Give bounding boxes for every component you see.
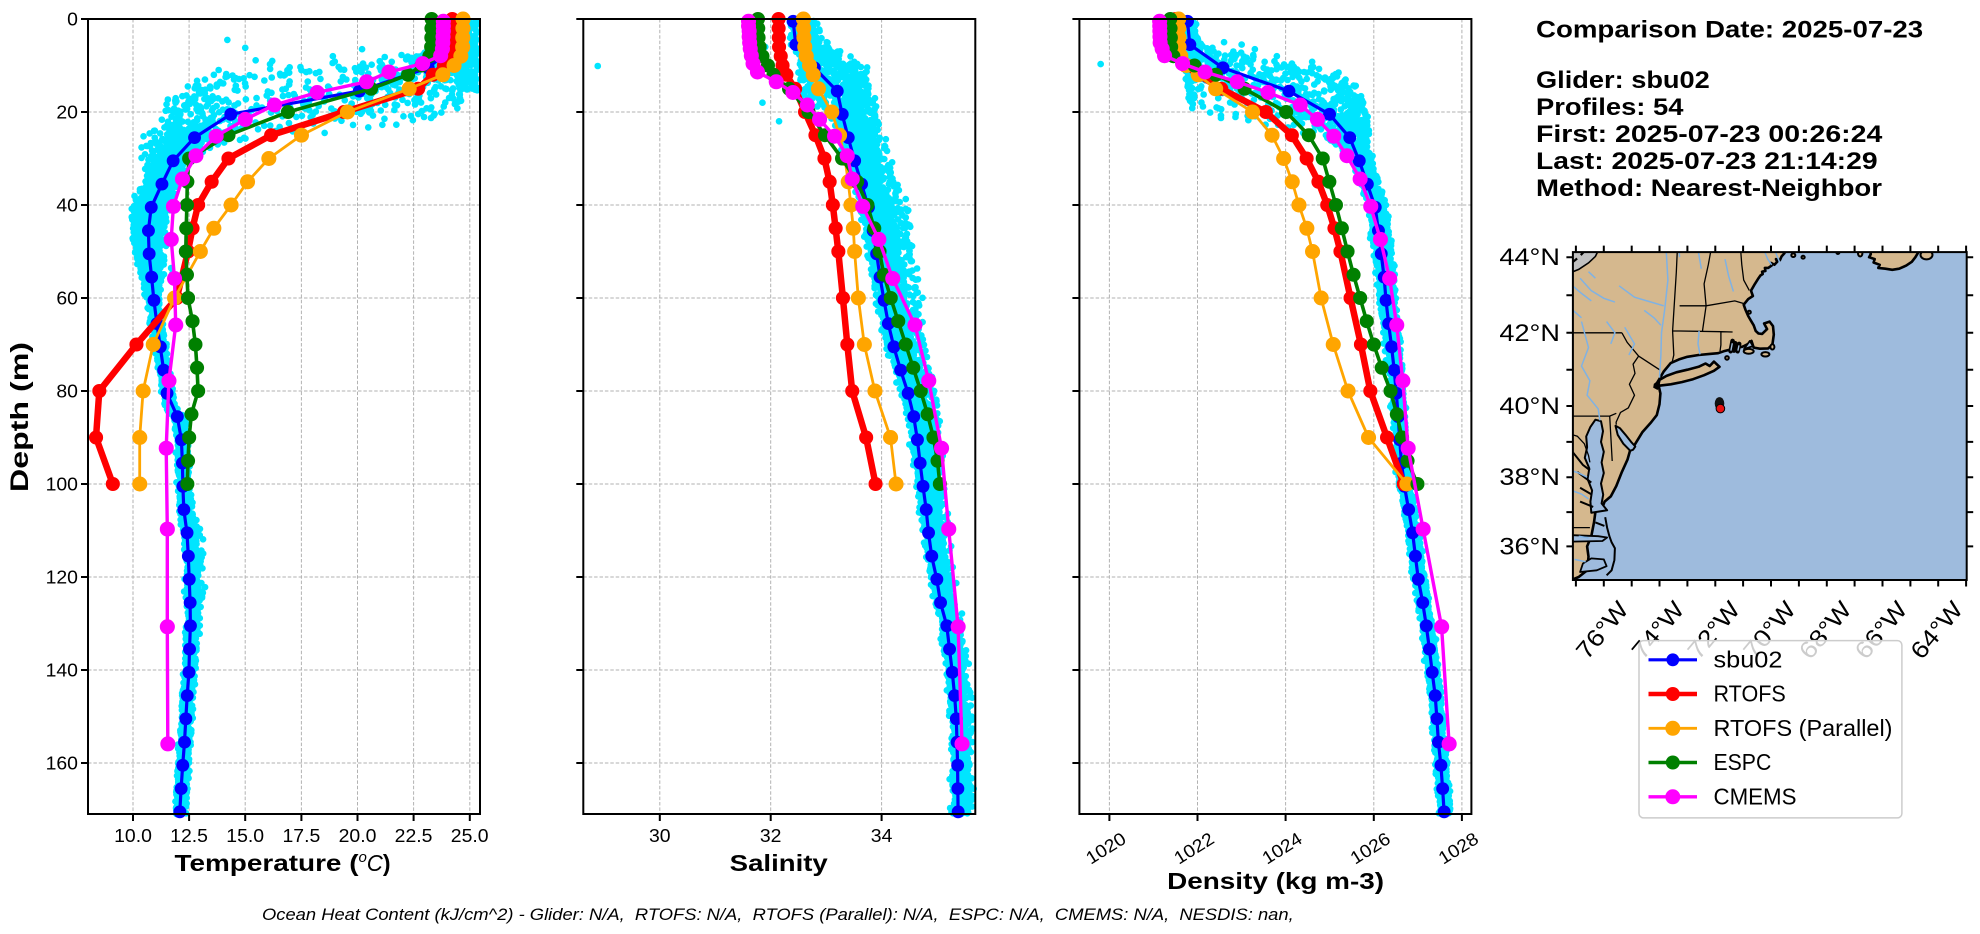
svg-text:17.5: 17.5: [283, 826, 321, 846]
svg-text:Density (kg m-3): Density (kg m-3): [1167, 868, 1384, 894]
svg-text:First: 2025-07-23 00:26:24: First: 2025-07-23 00:26:24: [1536, 121, 1883, 148]
svg-text:0: 0: [67, 9, 78, 29]
svg-text:o: o: [359, 849, 367, 866]
svg-text:25.0: 25.0: [451, 826, 489, 846]
svg-text:RTOFS (Parallel): RTOFS (Parallel): [1714, 715, 1893, 741]
svg-text:44°N: 44°N: [1499, 244, 1560, 271]
svg-text:60: 60: [56, 288, 78, 308]
svg-text:80: 80: [56, 381, 78, 401]
svg-text:38°N: 38°N: [1499, 464, 1560, 491]
svg-text:40: 40: [56, 195, 78, 215]
svg-text:Profiles: 54: Profiles: 54: [1536, 94, 1684, 121]
svg-text:20: 20: [56, 102, 78, 122]
svg-text:Comparison Date: 2025-07-23: Comparison Date: 2025-07-23: [1536, 17, 1923, 44]
svg-text:ESPC: ESPC: [1714, 749, 1772, 775]
svg-text:Temperature (: Temperature (: [175, 850, 359, 876]
svg-text:40°N: 40°N: [1499, 393, 1560, 420]
svg-text:36°N: 36°N: [1499, 533, 1560, 560]
svg-text:CMEMS: CMEMS: [1714, 783, 1797, 809]
svg-text:22.5: 22.5: [395, 826, 433, 846]
svg-text:Depth (m): Depth (m): [6, 342, 34, 492]
svg-text:120: 120: [46, 567, 78, 587]
svg-text:10.0: 10.0: [114, 826, 152, 846]
svg-text:100: 100: [46, 474, 78, 494]
svg-text:): ): [383, 850, 391, 876]
svg-text:160: 160: [46, 753, 78, 773]
svg-text:20.0: 20.0: [339, 826, 377, 846]
svg-text:15.0: 15.0: [226, 826, 264, 846]
svg-text:Method: Nearest-Neighbor: Method: Nearest-Neighbor: [1536, 175, 1882, 202]
svg-text:12.5: 12.5: [170, 826, 208, 846]
svg-text:140: 140: [46, 660, 78, 680]
svg-text:Salinity: Salinity: [730, 850, 828, 876]
svg-text:C: C: [367, 850, 383, 876]
svg-text:30: 30: [649, 826, 671, 846]
svg-text:sbu02: sbu02: [1714, 646, 1783, 672]
svg-text:Ocean Heat Content (kJ/cm^2) -: Ocean Heat Content (kJ/cm^2) - Glider: N…: [262, 905, 1294, 924]
svg-text:32: 32: [760, 826, 782, 846]
svg-text:Last: 2025-07-23 21:14:29: Last: 2025-07-23 21:14:29: [1536, 148, 1878, 175]
svg-text:RTOFS: RTOFS: [1714, 681, 1786, 707]
svg-text:42°N: 42°N: [1499, 320, 1560, 347]
svg-text:34: 34: [871, 826, 893, 846]
svg-text:Glider: sbu02: Glider: sbu02: [1536, 67, 1710, 94]
